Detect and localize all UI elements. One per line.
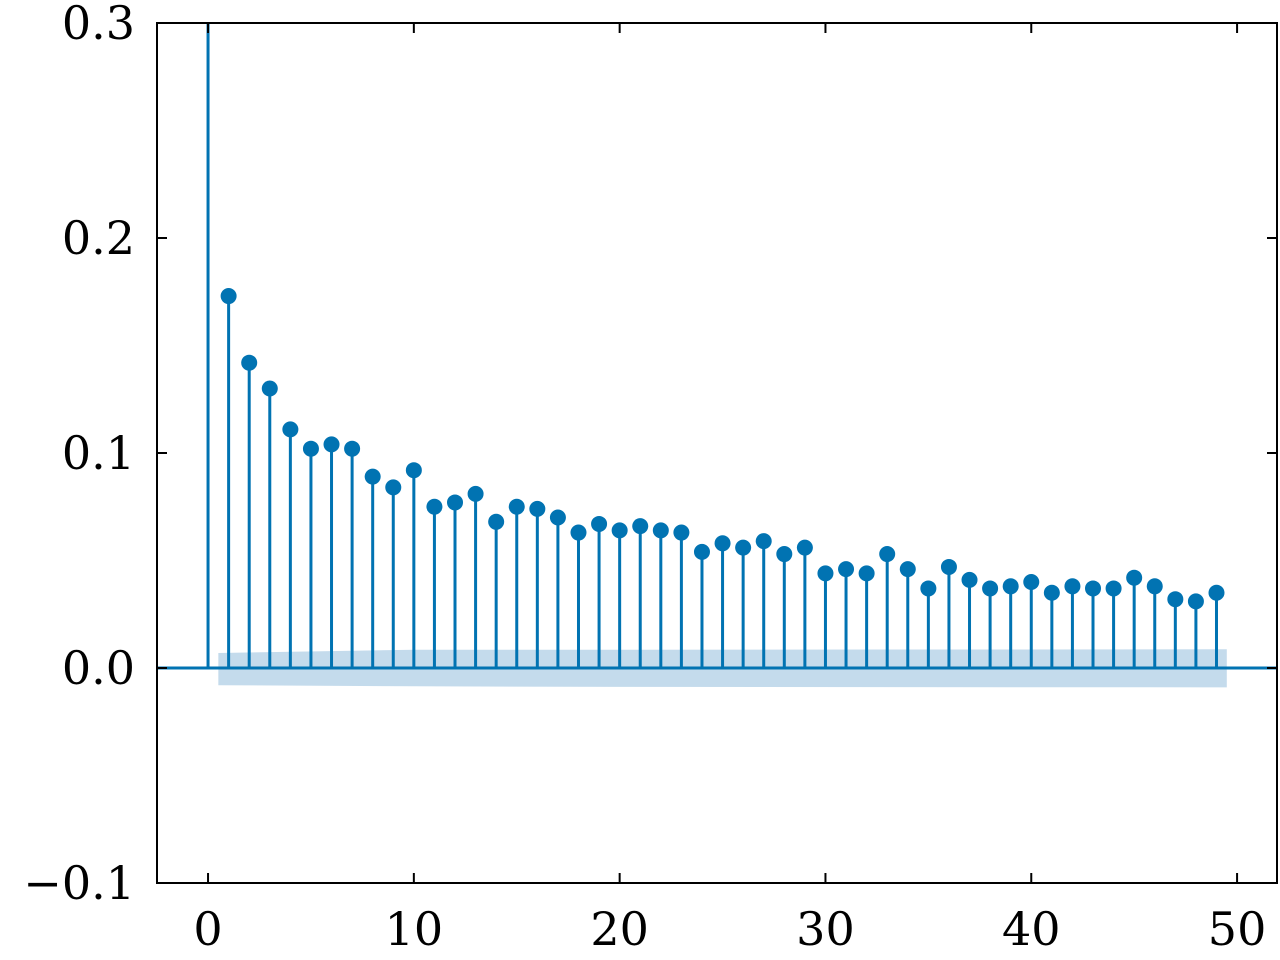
stem-marker bbox=[961, 571, 978, 588]
stem-marker bbox=[1023, 574, 1040, 590]
stem-marker bbox=[899, 561, 916, 578]
stem-marker bbox=[1002, 578, 1019, 595]
stem-marker bbox=[364, 468, 381, 485]
y-tick-label: 0.1 bbox=[62, 426, 135, 480]
stem-marker bbox=[405, 462, 422, 479]
stem-marker bbox=[755, 533, 772, 550]
stem-marker bbox=[467, 485, 484, 502]
stem-marker bbox=[1105, 580, 1122, 597]
axes-frame bbox=[156, 22, 1278, 884]
stem-marker bbox=[1043, 584, 1060, 601]
stem-marker bbox=[570, 524, 587, 541]
x-tick-label: 10 bbox=[385, 902, 444, 956]
y-tick-label: 0.0 bbox=[62, 641, 135, 695]
stem-marker bbox=[302, 440, 319, 457]
stem-marker bbox=[940, 558, 957, 575]
stem-marker bbox=[735, 539, 752, 556]
y-tick-label: 0.2 bbox=[62, 211, 135, 265]
stem-marker bbox=[529, 500, 546, 517]
stem-marker bbox=[652, 522, 669, 539]
stem-marker bbox=[549, 509, 566, 526]
stem-marker bbox=[1064, 578, 1081, 595]
stem-marker bbox=[1085, 580, 1102, 597]
stem-marker bbox=[838, 561, 855, 578]
x-tick-label: 20 bbox=[590, 902, 649, 956]
y-tick-label: 0.3 bbox=[62, 0, 135, 50]
stem-marker bbox=[714, 535, 731, 552]
stem-marker bbox=[673, 524, 690, 541]
x-tick-label: 30 bbox=[796, 902, 855, 956]
y-tick-label: −0.1 bbox=[23, 856, 135, 910]
stem-marker bbox=[344, 440, 361, 457]
stem-marker bbox=[385, 479, 402, 496]
stem-marker bbox=[632, 518, 649, 535]
stem-marker bbox=[1187, 593, 1204, 610]
stem-marker bbox=[282, 421, 299, 438]
stem-marker bbox=[447, 494, 464, 511]
stem-marker bbox=[426, 498, 443, 515]
stem-marker bbox=[611, 522, 628, 539]
stem-marker bbox=[1126, 569, 1143, 586]
stem-marker bbox=[241, 354, 258, 371]
stem-marker bbox=[488, 513, 505, 530]
stem-marker bbox=[776, 546, 793, 563]
stem-marker bbox=[1146, 578, 1163, 595]
stem-marker bbox=[858, 565, 875, 582]
stem-marker bbox=[220, 288, 237, 305]
plot-area bbox=[157, 23, 1277, 688]
stem-marker bbox=[508, 498, 525, 515]
stem-marker bbox=[920, 580, 937, 597]
stem-marker bbox=[323, 436, 340, 453]
stem-marker bbox=[982, 580, 999, 597]
stem-marker bbox=[591, 515, 608, 532]
stem-marker bbox=[796, 539, 813, 556]
stem-marker bbox=[693, 543, 710, 560]
x-tick-label: 0 bbox=[193, 902, 222, 956]
stem-marker bbox=[817, 565, 834, 582]
stem-marker bbox=[879, 546, 896, 563]
x-tick-label: 40 bbox=[1002, 902, 1061, 956]
x-tick-label: 50 bbox=[1208, 902, 1267, 956]
stem-marker bbox=[1167, 591, 1184, 608]
stem-marker bbox=[261, 380, 278, 397]
stem-marker bbox=[1208, 584, 1225, 601]
